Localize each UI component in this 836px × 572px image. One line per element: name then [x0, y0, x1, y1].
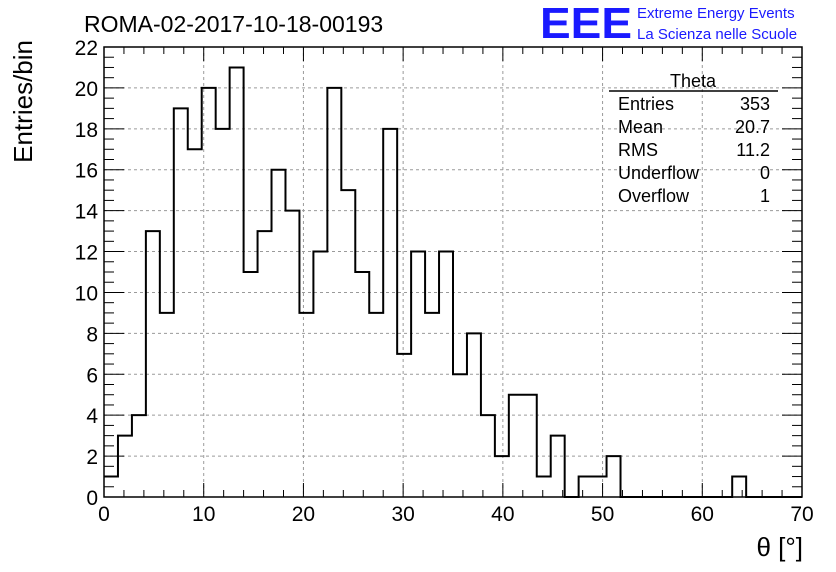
- x-tick-label: 30: [391, 503, 414, 526]
- stats-value: 11.2: [736, 140, 770, 160]
- stats-value: 0: [760, 163, 770, 183]
- x-tick-label: 50: [591, 503, 614, 526]
- y-tick-label: 20: [75, 78, 98, 101]
- axis-ticks: [103, 46, 803, 498]
- y-tick-label: 4: [86, 405, 98, 428]
- y-tick-label: 0: [86, 487, 98, 510]
- y-tick-label: 10: [75, 282, 98, 305]
- stats-value: 353: [740, 94, 770, 114]
- logo-line-2: La Scienza nelle Scuole: [637, 26, 797, 43]
- x-axis-label: θ [°]: [756, 532, 803, 562]
- stats-title: Theta: [670, 71, 717, 91]
- y-tick-label: 8: [86, 323, 98, 346]
- y-tick-label: 12: [75, 242, 98, 265]
- x-tick-label: 40: [491, 503, 514, 526]
- stats-label: Mean: [618, 117, 663, 137]
- y-tick-label: 2: [86, 446, 98, 469]
- stats-box: Theta Entries 353 Mean 20.7 RMS 11.2 Underflow…: [609, 71, 778, 206]
- stats-value: 1: [760, 186, 770, 206]
- x-tick-label: 70: [790, 503, 813, 526]
- y-tick-label: 18: [75, 119, 98, 142]
- x-tick-label: 20: [292, 503, 315, 526]
- x-tick-label: 0: [98, 503, 110, 526]
- y-tick-label: 22: [75, 37, 98, 60]
- x-tick-label: 10: [192, 503, 215, 526]
- plot-frame: [103, 46, 803, 498]
- stats-label: Entries: [618, 94, 674, 114]
- y-axis-label: Entries/bin: [8, 40, 38, 163]
- stats-label: Overflow: [618, 186, 690, 206]
- stats-value: 20.7: [735, 117, 770, 137]
- y-tick-label: 16: [75, 160, 98, 183]
- stats-label: RMS: [618, 140, 658, 160]
- x-tick-labels: 0 10 20 30 40 50 60 70: [98, 503, 814, 526]
- y-tick-label: 6: [86, 364, 98, 387]
- stats-label: Underflow: [618, 163, 700, 183]
- y-tick-labels: 0 2 4 6 8 10 12 14 16 18 20 22: [75, 37, 99, 510]
- chart-title: ROMA-02-2017-10-18-00193: [84, 11, 383, 37]
- eee-logo: EEE: [540, 0, 632, 48]
- y-tick-label: 14: [75, 201, 99, 224]
- logo-line-1: Extreme Energy Events: [637, 5, 795, 22]
- x-tick-label: 60: [691, 503, 714, 526]
